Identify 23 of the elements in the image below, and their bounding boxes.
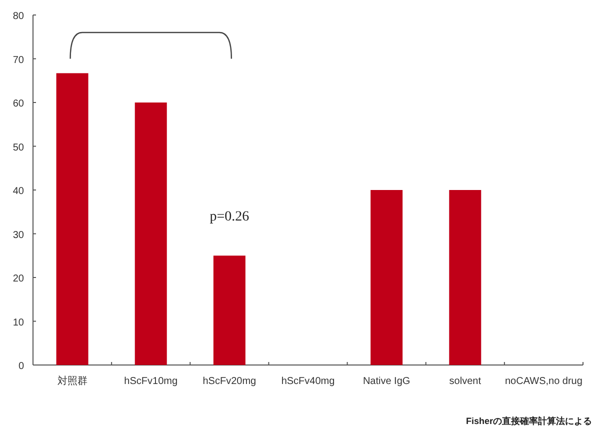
text: Fisherの直接確率計算法による [466, 416, 592, 426]
y-tick-label: 20 [12, 274, 24, 284]
bar [56, 73, 88, 365]
y-tick-label: 80 [12, 11, 24, 22]
bar [370, 190, 403, 365]
y-tick-label: 30 [12, 230, 24, 241]
x-tick-label: Native IgG [362, 376, 410, 387]
y-tick-label: 50 [12, 142, 24, 154]
y-tick-label: 70 [12, 54, 24, 66]
y-tick-label: 10 [12, 317, 24, 328]
y-tick-label: 40 [12, 186, 24, 197]
bar [449, 190, 482, 365]
bar [213, 256, 246, 365]
x-tick-label: solvent [449, 376, 482, 387]
y-tick-label: 60 [12, 98, 24, 110]
y-tick-label: 0 [18, 361, 24, 372]
x-tick-label: noCAWS,no drug [504, 376, 582, 387]
bar [134, 102, 167, 365]
x-tick-label: hScFv20mg [202, 376, 256, 387]
x-tick-label: 対照群 [57, 375, 88, 387]
x-tick-label: hScFv40mg [281, 376, 335, 387]
annotation: p=0.26 [210, 210, 250, 225]
x-tick-label: hScFv10mg [124, 376, 178, 387]
